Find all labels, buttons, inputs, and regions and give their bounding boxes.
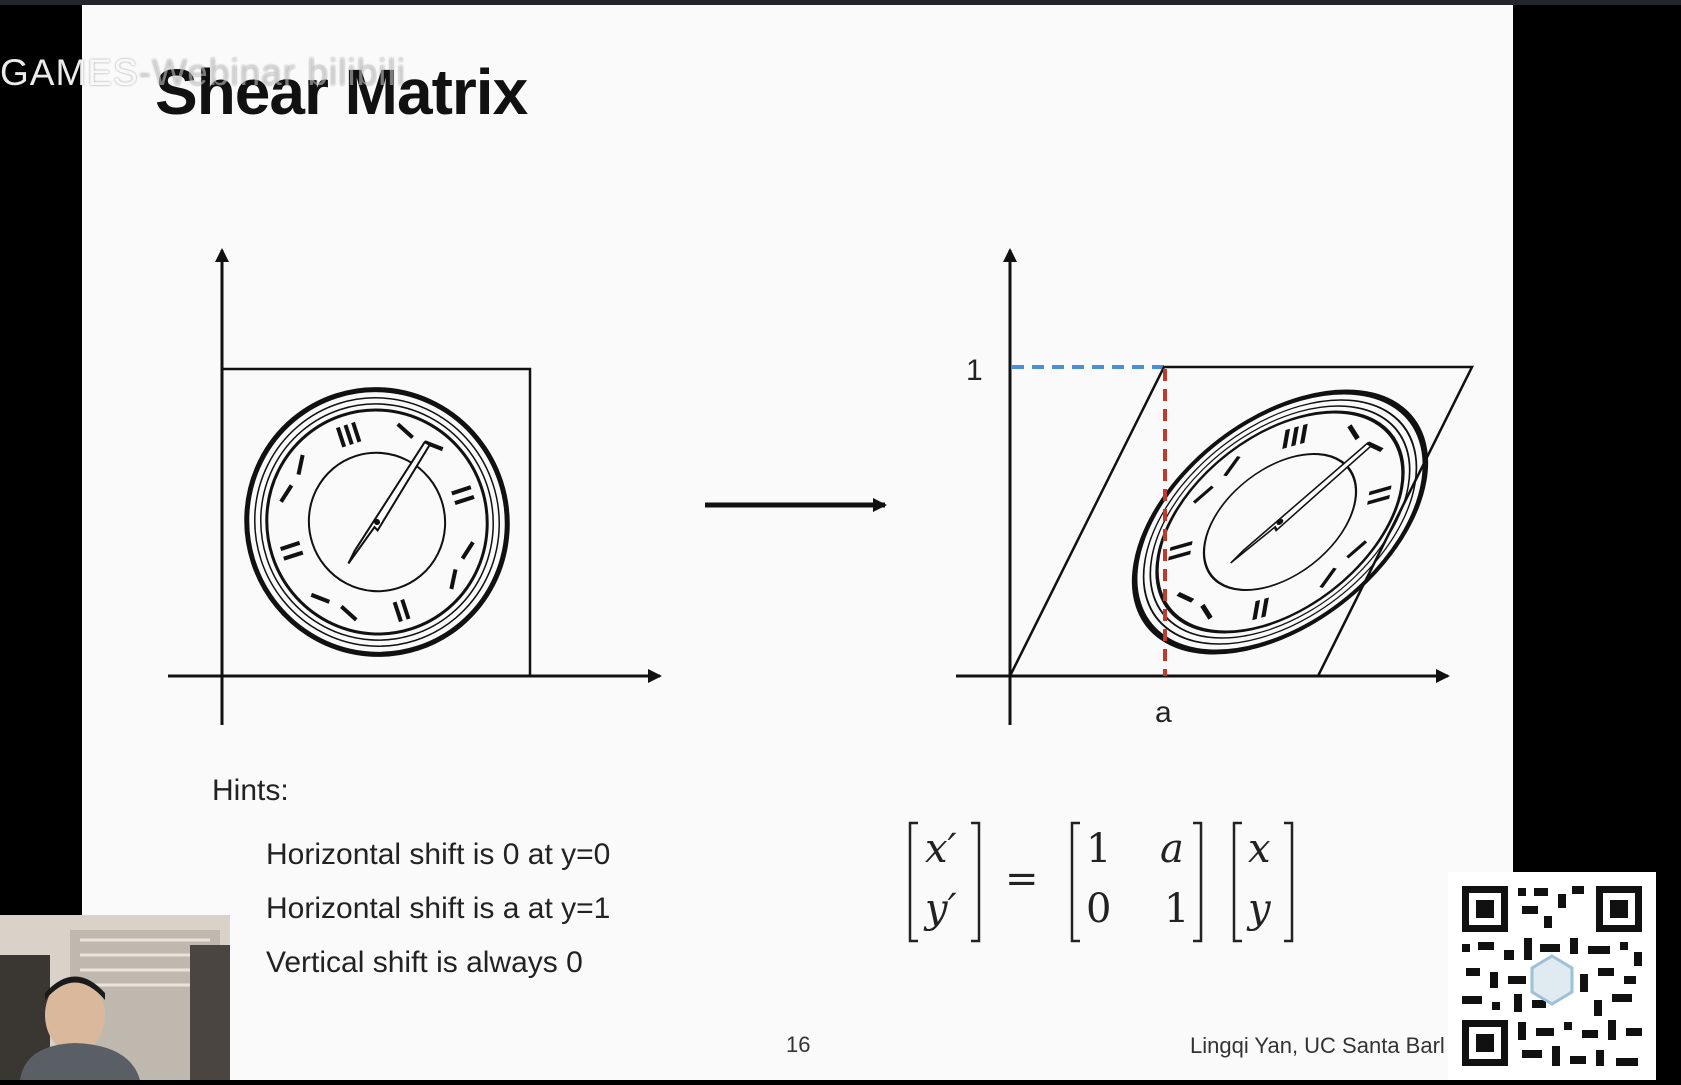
hint-3: Vertical shift is always 0	[266, 946, 583, 979]
unit-square	[220, 367, 532, 678]
left-plot	[168, 248, 662, 725]
presenter-face-icon	[45, 977, 105, 1053]
presenter-webcam	[0, 915, 230, 1080]
qr-logo-icon	[1530, 954, 1574, 1006]
qr-code-icon	[1448, 872, 1656, 1080]
sheared-parallelogram	[1007, 365, 1475, 678]
eq-lhs-x: x′	[925, 826, 957, 872]
eq-rhs-y: y	[1248, 886, 1271, 932]
eq-lhs-y: y′	[925, 886, 957, 932]
hint-1: Horizontal shift is 0 at y=0	[266, 838, 611, 871]
sheared-clock-icon	[1115, 358, 1446, 686]
eq-m12: a	[1160, 826, 1184, 872]
matrix-brackets	[908, 821, 1294, 943]
eq-m11: 1	[1086, 826, 1112, 872]
presenter-shirt-icon	[20, 1043, 140, 1080]
hints-title: Hints:	[212, 774, 289, 807]
clock-hand-icon	[347, 440, 432, 565]
eq-rhs-x: x	[1248, 826, 1271, 872]
watermark-ghost-text: -Webinar bilibili	[138, 52, 406, 93]
top-bar	[0, 0, 1681, 5]
clock-icon	[212, 356, 541, 689]
eq-m21: 0	[1086, 886, 1112, 932]
watermark-text: GAMES	[0, 52, 139, 93]
axis-label-a: a	[1155, 696, 1172, 729]
watermark: GAMES-Webinar bilibili	[0, 52, 406, 94]
eq-m22: 1	[1164, 886, 1190, 932]
slide-canvas	[82, 5, 1513, 1080]
hint-2: Horizontal shift is a at y=1	[266, 892, 611, 925]
page-number: 16	[786, 1032, 811, 1057]
slide-title: Shear Matrix	[155, 56, 528, 128]
right-plot: 1 a	[956, 248, 1475, 729]
slide-credit: Lingqi Yan, UC Santa Barl	[1190, 1033, 1445, 1058]
eq-equals: =	[1005, 856, 1039, 902]
axis-label-1: 1	[966, 354, 983, 387]
